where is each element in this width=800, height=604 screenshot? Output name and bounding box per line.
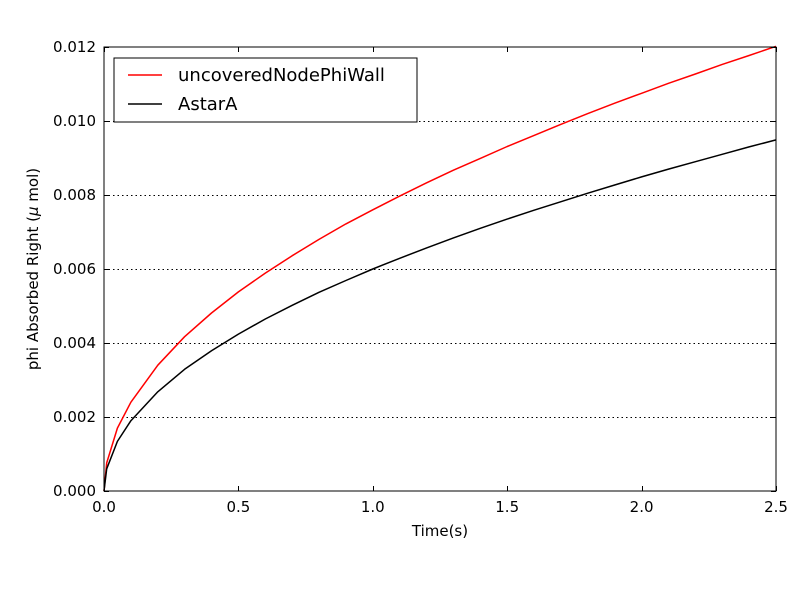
y-tick-label: 0.002 <box>53 408 96 426</box>
y-tick-label: 0.008 <box>53 186 96 204</box>
series-layer <box>103 45 777 492</box>
x-tick-label: 1.0 <box>361 498 385 516</box>
x-tick-label: 2.5 <box>764 498 788 516</box>
legend-box <box>113 57 418 123</box>
grid-layer <box>104 121 776 418</box>
y-axis-label-unit: mol) <box>24 168 42 207</box>
x-tick-label: 0.5 <box>226 498 250 516</box>
x-axis: 0.0 0.5 1.0 1.5 2.0 2.5 <box>92 47 788 516</box>
legend: uncoveredNodePhiWall AstarA <box>113 57 418 123</box>
y-tick-label: 0.004 <box>53 334 96 352</box>
y-tick-label: 0.010 <box>53 112 96 130</box>
x-tick-label: 2.0 <box>630 498 654 516</box>
y-tick-label: 0.000 <box>53 482 96 500</box>
y-tick-label: 0.006 <box>53 260 96 278</box>
y-axis-label-text: phi Absorbed Right ( <box>24 216 42 370</box>
y-axis-label: phi Absorbed Right (μ mol) <box>24 168 42 370</box>
y-axis-label-mu: μ <box>24 206 42 217</box>
x-axis-label: Time(s) <box>411 522 468 540</box>
series-line-astara <box>103 139 777 492</box>
y-axis: 0.000 0.002 0.004 0.006 0.008 0.010 0.012 <box>53 38 776 500</box>
x-tick-label: 0.0 <box>92 498 116 516</box>
x-tick-label: 1.5 <box>495 498 519 516</box>
y-tick-label: 0.012 <box>53 38 96 56</box>
series-line-uncoverednodephiwall <box>103 45 777 492</box>
legend-label-uncoverednodephiwall: uncoveredNodePhiWall <box>178 65 385 86</box>
legend-label-astara: AstarA <box>178 94 238 115</box>
